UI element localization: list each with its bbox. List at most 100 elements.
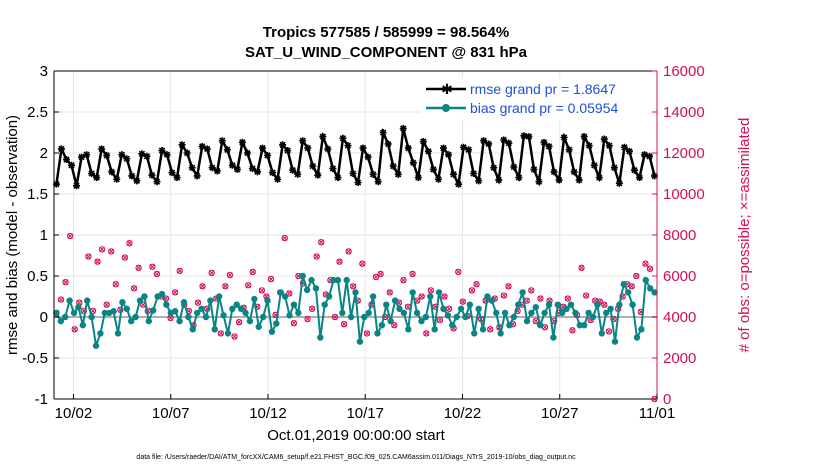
bias-point <box>246 317 254 325</box>
bias-point <box>453 313 460 321</box>
rmse-point <box>359 144 367 152</box>
obs-assimilated-marker <box>391 322 398 328</box>
bias-point <box>57 317 65 325</box>
chart-title-line2: SAT_U_WIND_COMPONENT @ 831 hPa <box>245 44 528 61</box>
rmse-point <box>414 174 422 182</box>
rmse-point <box>651 172 659 180</box>
bias-point <box>616 301 623 308</box>
bias-point <box>435 289 443 296</box>
rmse-point <box>143 152 151 160</box>
bias-point <box>506 322 513 329</box>
rmse-point <box>505 139 513 147</box>
obs-possible-marker <box>231 333 238 340</box>
obs-assimilated-marker <box>345 248 352 255</box>
obs-assimilated-marker <box>126 240 133 246</box>
bias-point <box>123 305 131 312</box>
rmse-point <box>269 169 277 177</box>
rmse-point <box>540 138 548 146</box>
bias-point <box>427 293 434 300</box>
bias-point <box>220 312 227 319</box>
bias-point <box>576 322 584 329</box>
obs-assimilated-marker <box>135 265 142 271</box>
rmse-point <box>399 124 407 132</box>
rmse-point <box>198 142 206 150</box>
obs-assimilated-marker <box>218 330 224 337</box>
obs-assimilated-marker <box>423 330 430 337</box>
rmse-point <box>274 175 282 183</box>
x-tick-label: 10/22 <box>444 405 482 422</box>
bias-point <box>343 276 350 284</box>
y-tick-label-left: 3 <box>40 63 48 80</box>
bias-point <box>303 286 311 294</box>
rmse-point <box>178 141 186 149</box>
rmse-point <box>118 151 126 159</box>
obs-assimilated-marker <box>149 264 156 270</box>
rmse-point <box>223 146 231 154</box>
obs-assimilated-marker <box>250 269 256 275</box>
bias-point <box>101 309 109 317</box>
rmse-point <box>485 140 493 148</box>
rmse-point <box>173 174 181 182</box>
obs-assimilated-marker <box>71 326 78 333</box>
rmse-point <box>233 165 241 173</box>
y-tick-label-left: 0.5 <box>27 268 48 285</box>
rmse-point <box>52 180 60 188</box>
obs-possible-marker <box>391 322 398 329</box>
rmse-point <box>68 161 76 169</box>
y-axis-right-label: # of obs: o=possible; ×=assimilated <box>736 118 753 353</box>
obs-assimilated-marker <box>565 295 571 302</box>
bias-point <box>119 299 126 306</box>
chart-title-line1: Tropics 577585 / 585999 = 98.564% <box>263 24 509 41</box>
bias-point <box>149 307 157 314</box>
rmse-point <box>515 174 523 182</box>
rmse-point <box>580 133 588 141</box>
obs-possible-marker <box>199 283 206 290</box>
bias-point <box>62 313 69 321</box>
y-axis-left-label: rmse and bias (model - observation) <box>4 115 21 355</box>
rmse-point <box>253 168 261 176</box>
obs-possible-marker <box>578 264 585 271</box>
bias-point <box>347 313 355 321</box>
bias-point <box>141 293 148 300</box>
rmse-point <box>394 170 402 178</box>
obs-possible-marker <box>103 301 110 308</box>
obs-assimilated-marker <box>601 301 608 308</box>
obs-assimilated-marker <box>245 282 251 288</box>
bias-point <box>449 322 456 329</box>
obs-assimilated-marker <box>359 260 366 267</box>
rmse-point <box>389 162 397 170</box>
obs-possible-marker <box>245 282 252 289</box>
bias-point <box>255 323 262 331</box>
rmse-point <box>424 147 432 155</box>
rmse-point <box>455 180 463 188</box>
obs-possible-marker <box>500 292 508 299</box>
obs-assimilated-marker <box>227 272 233 278</box>
x-tick-label: 11/01 <box>639 405 675 422</box>
rmse-point <box>354 179 362 187</box>
bias-point <box>114 330 122 337</box>
bias-point <box>633 334 641 341</box>
bias-point <box>136 297 144 304</box>
legend: ✱ rmse grand pr = 1.8647 bias grand pr =… <box>420 78 650 120</box>
axes: -1 -0.5 0 0.5 1 1.5 2 2.5 3 0 2000 4000 6000 8000 1000… <box>22 63 705 422</box>
obs-possible-marker <box>505 283 512 290</box>
rmse-point <box>530 165 538 173</box>
rmse-point <box>630 166 638 174</box>
obs-assimilated-marker <box>441 293 448 300</box>
y-tick-label-right: 14000 <box>663 104 705 121</box>
obs-possible-marker <box>528 287 535 294</box>
obs-assimilated-marker <box>633 273 640 279</box>
bias-point <box>488 297 496 304</box>
bias-point <box>158 290 166 298</box>
rmse-point <box>113 175 121 183</box>
obs-assimilated-marker <box>176 268 183 274</box>
bias-point <box>624 289 632 296</box>
obs-possible-marker <box>427 287 434 294</box>
obs-assimilated-marker <box>642 260 649 267</box>
bias-point <box>176 317 183 325</box>
obs-possible-marker <box>569 327 576 334</box>
y-tick-label-left: 2.5 <box>27 104 48 121</box>
obs-assimilated-marker <box>606 328 612 335</box>
rmse-point <box>238 138 246 146</box>
